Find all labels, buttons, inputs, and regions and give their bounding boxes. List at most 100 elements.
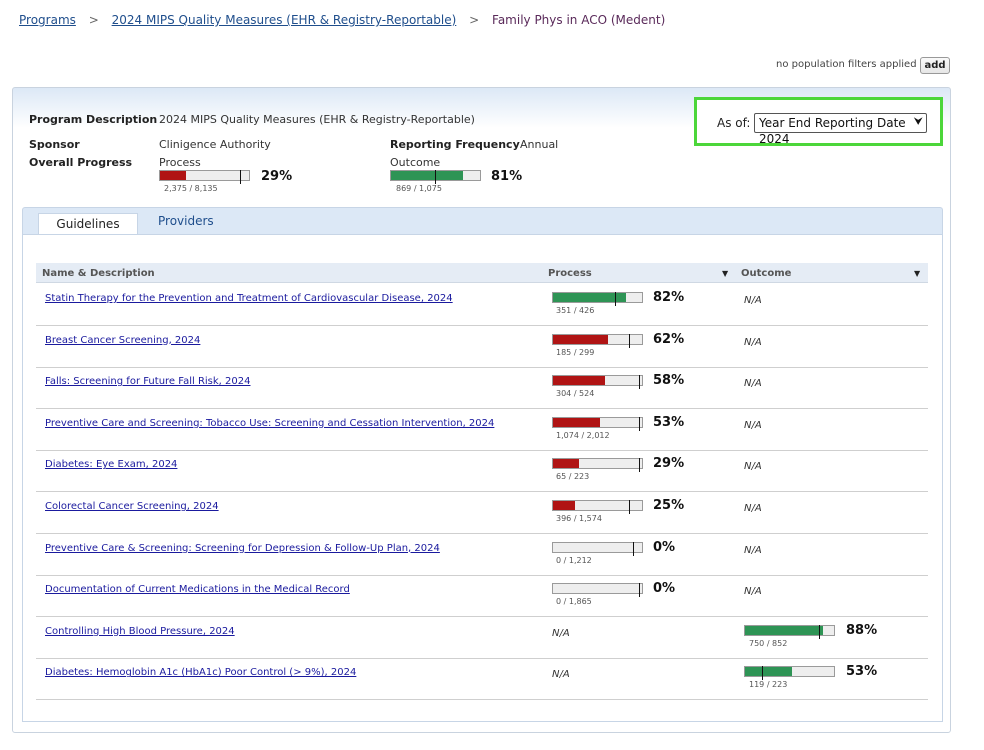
tab-strip: Guidelines Providers — [22, 207, 943, 237]
process-count: 0 / 1,865 — [556, 597, 592, 607]
overall-process-percent: 29% — [261, 169, 293, 184]
process-percent: 53% — [653, 414, 685, 430]
table-row: Preventive Care & Screening: Screening f… — [36, 534, 928, 576]
process-percent: 58% — [653, 373, 685, 389]
overall-process-label: Process — [159, 156, 201, 169]
outcome-na: N/A — [744, 503, 762, 514]
table-row: Diabetes: Hemoglobin A1c (HbA1c) Poor Co… — [36, 658, 928, 701]
table-row: Colorectal Cancer Screening, 2024 396 / 1… — [36, 492, 928, 534]
process-na: N/A — [552, 627, 570, 639]
process-progress-bar — [552, 500, 643, 514]
progress-fill — [553, 334, 609, 344]
progress-fill — [553, 293, 626, 302]
overall-process-count: 2,375 / 8,135 — [164, 184, 218, 193]
table-row: Diabetes: Eye Exam, 2024 65 / 223 29% N/A — [36, 450, 928, 493]
overall-outcome-percent: 81% — [491, 169, 523, 184]
add-filter-button[interactable]: add — [920, 57, 950, 74]
process-percent: 0% — [653, 581, 676, 597]
target-marker — [633, 541, 635, 556]
process-na: N/A — [552, 669, 570, 681]
progress-fill — [745, 625, 824, 635]
guideline-link[interactable]: Breast Cancer Screening, 2024 — [45, 334, 201, 346]
progress-fill — [745, 667, 793, 677]
guideline-link[interactable]: Preventive Care & Screening: Screening f… — [45, 542, 440, 554]
breadcrumb-link-program[interactable]: 2024 MIPS Quality Measures (EHR & Regist… — [111, 13, 457, 27]
progress-fill — [553, 459, 579, 469]
progress-fill — [553, 376, 605, 386]
target-marker — [639, 375, 641, 390]
overall-outcome-bar — [390, 170, 481, 184]
target-marker — [761, 666, 763, 681]
outcome-count: 119 / 223 — [749, 680, 788, 690]
table-row: Preventive Care and Screening: Tobacco U… — [36, 409, 928, 451]
target-marker — [628, 500, 630, 514]
column-header-name[interactable]: Name & Description — [42, 268, 155, 279]
progress-fill — [553, 417, 601, 427]
process-count: 185 / 299 — [556, 347, 595, 357]
process-progress-bar — [552, 416, 643, 431]
guideline-link[interactable]: Statin Therapy for the Prevention and Tr… — [45, 293, 453, 304]
guideline-link[interactable]: Diabetes: Hemoglobin A1c (HbA1c) Poor Co… — [45, 667, 357, 679]
guideline-link[interactable]: Colorectal Cancer Screening, 2024 — [45, 501, 219, 512]
outcome-percent: 53% — [846, 664, 878, 680]
process-percent: 82% — [653, 290, 685, 305]
tab-providers[interactable]: Providers — [158, 214, 214, 228]
table-row: Statin Therapy for the Prevention and Tr… — [36, 284, 928, 326]
process-percent: 0% — [653, 539, 676, 555]
target-marker — [434, 170, 436, 184]
process-count: 396 / 1,574 — [556, 514, 602, 523]
overall-process-bar — [159, 170, 250, 184]
outcome-progress-bar — [744, 666, 835, 681]
chevron-down-icon: ⮟ — [913, 115, 923, 128]
guideline-link[interactable]: Controlling High Blood Pressure, 2024 — [45, 625, 235, 637]
reporting-frequency-value: Annual — [520, 138, 559, 151]
column-header-process[interactable]: Process — [548, 268, 592, 279]
outcome-na: N/A — [744, 461, 762, 473]
guideline-link[interactable]: Diabetes: Eye Exam, 2024 — [45, 459, 178, 471]
column-header-outcome[interactable]: Outcome — [741, 268, 792, 279]
table-row: Falls: Screening for Future Fall Risk, 2… — [36, 367, 928, 410]
population-filter-status: no population filters applied — [776, 59, 917, 70]
tab-content — [22, 234, 943, 722]
breadcrumb-separator: > — [469, 13, 480, 27]
process-progress-bar — [552, 292, 643, 306]
as-of-select[interactable]: Year End Reporting Date 2024 ⮟ — [754, 113, 927, 146]
table-row: Documentation of Current Medications in … — [36, 575, 928, 618]
outcome-na: N/A — [744, 295, 762, 306]
sponsor-label: Sponsor — [29, 138, 80, 151]
as-of-label: As of: — [717, 116, 751, 130]
tab-guidelines[interactable]: Guidelines — [38, 213, 138, 237]
target-marker — [615, 292, 617, 306]
outcome-na: N/A — [744, 378, 762, 390]
outcome-percent: 88% — [846, 622, 878, 638]
guideline-link[interactable]: Preventive Care and Screening: Tobacco U… — [45, 417, 495, 429]
target-marker — [639, 416, 641, 431]
overall-progress-label: Overall Progress — [29, 156, 133, 169]
process-progress-bar — [552, 333, 643, 348]
progress-fill — [160, 171, 186, 180]
target-marker — [639, 458, 641, 473]
process-percent: 62% — [653, 331, 685, 347]
breadcrumb-link-programs[interactable]: Programs — [19, 13, 76, 27]
outcome-na: N/A — [744, 419, 762, 431]
sort-down-icon[interactable]: ▼ — [914, 269, 921, 278]
outcome-count: 750 / 852 — [749, 638, 788, 648]
guideline-link[interactable]: Falls: Screening for Future Fall Risk, 2… — [45, 376, 251, 388]
process-count: 351 / 426 — [556, 306, 595, 315]
process-percent: 29% — [653, 456, 685, 472]
process-percent: 25% — [653, 498, 685, 513]
target-marker — [628, 333, 630, 348]
outcome-progress-bar — [744, 624, 835, 639]
guideline-link[interactable]: Documentation of Current Medications in … — [45, 584, 350, 596]
process-count: 1,074 / 2,012 — [556, 430, 610, 440]
table-row: Breast Cancer Screening, 2024 185 / 299 62… — [36, 326, 928, 368]
table-header: Name & Description Process ▼ Outcome ▼ — [36, 263, 928, 283]
sort-down-icon[interactable]: ▼ — [722, 269, 729, 278]
breadcrumb-separator: > — [88, 13, 99, 27]
process-progress-bar — [552, 458, 643, 473]
as-of-highlight-box: As of: Year End Reporting Date 2024 ⮟ — [694, 97, 943, 146]
overall-outcome-count: 869 / 1,075 — [396, 184, 442, 193]
breadcrumb-current: Family Phys in ACO (Medent) — [492, 13, 666, 27]
program-description: 2024 MIPS Quality Measures (EHR & Regist… — [159, 113, 475, 126]
process-progress-bar — [552, 541, 643, 556]
